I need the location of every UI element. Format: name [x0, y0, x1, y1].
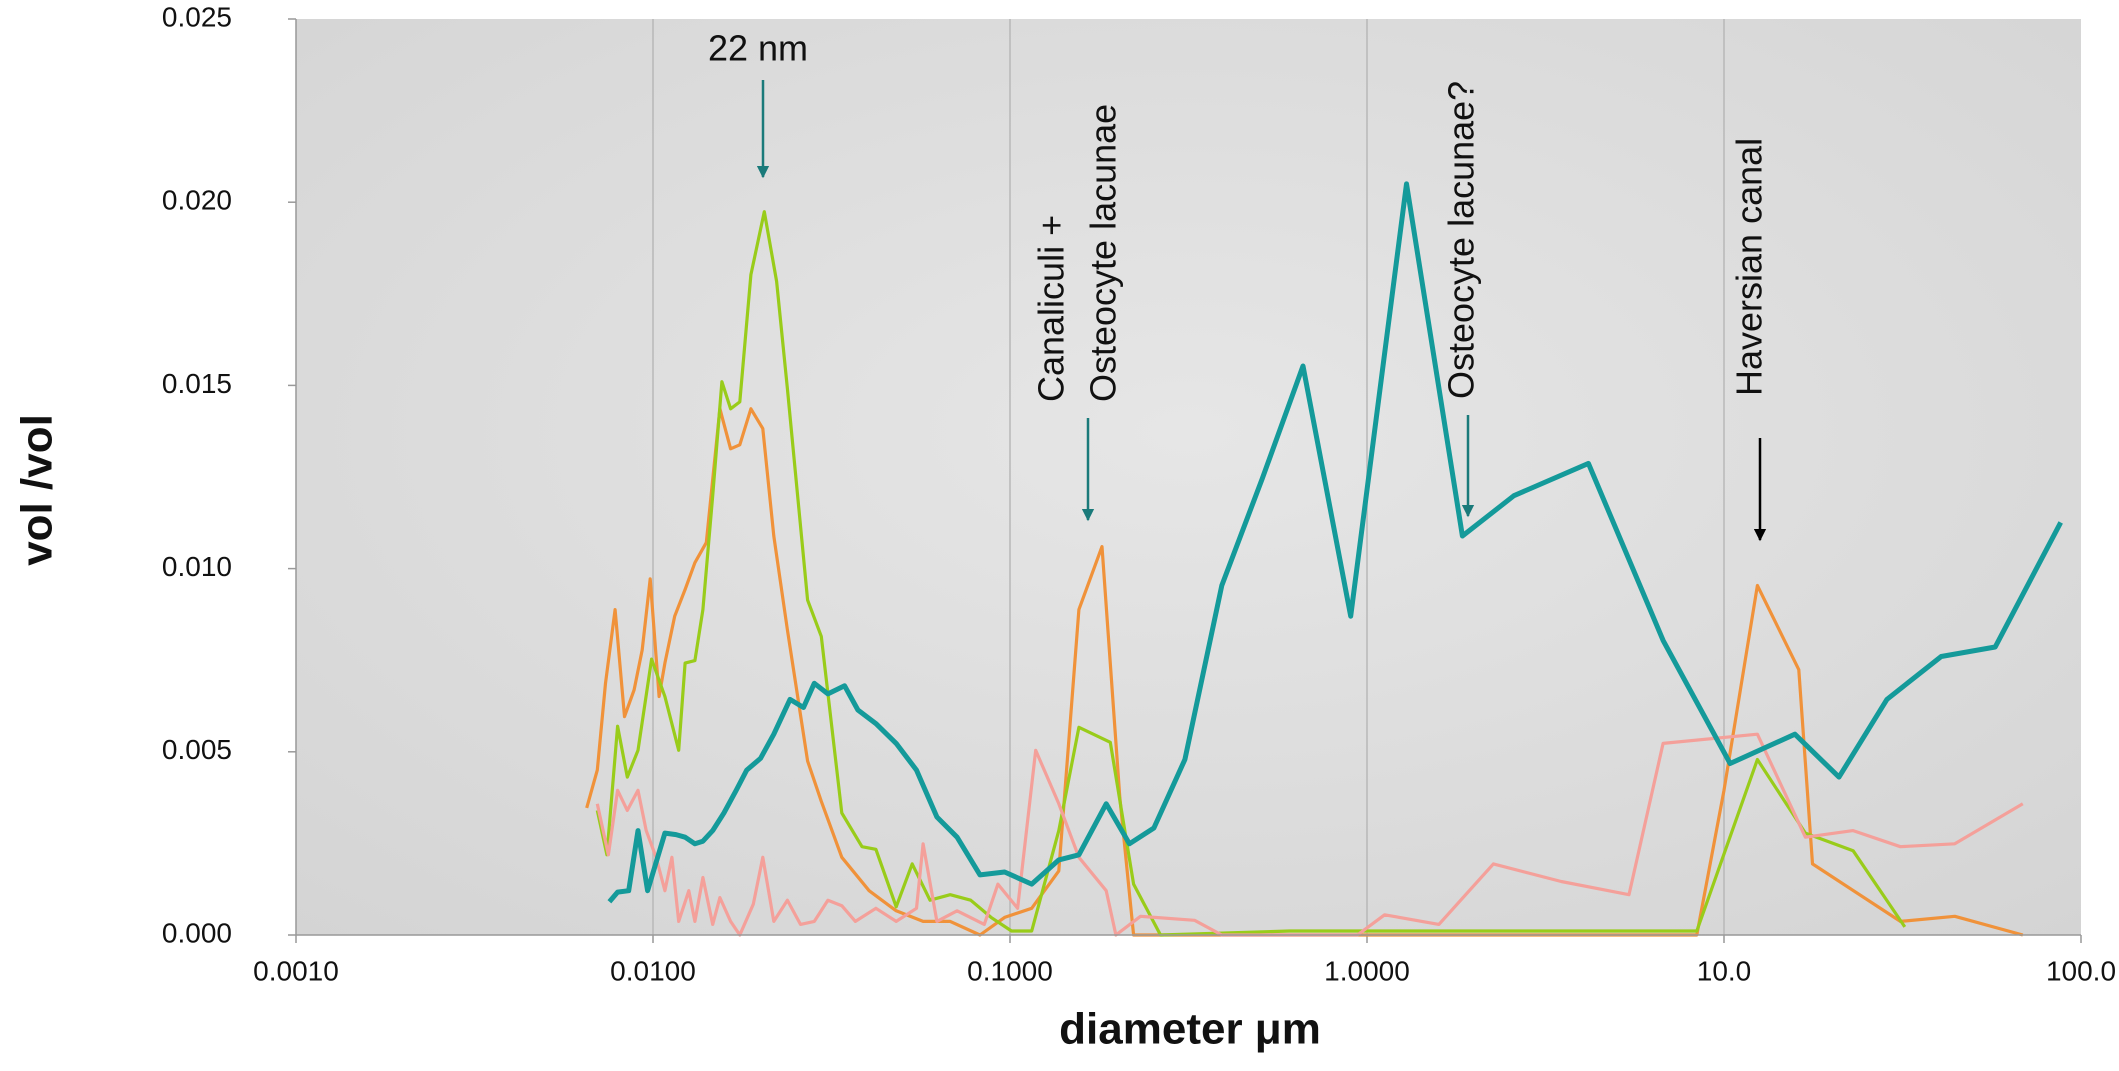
series-line — [595, 210, 1907, 937]
y-axis-title: vol /vol — [13, 414, 62, 566]
x-tick-label: 100.0 — [2046, 955, 2116, 986]
y-tick-label: 0.000 — [162, 917, 232, 948]
plot-background — [296, 19, 2081, 935]
labels: diameter μm vol /vol 22 nm Canaliculi + … — [13, 1, 2116, 1053]
x-tick-label: 0.0010 — [253, 955, 339, 986]
annotation: Osteocyte lacunae — [1083, 104, 1124, 402]
annotation: Osteocyte lacunae? — [1441, 81, 1482, 399]
y-tick-label: 0.010 — [162, 551, 232, 582]
series-line — [607, 181, 2063, 904]
y-tick-label: 0.015 — [162, 368, 232, 399]
y-tick-label: 0.025 — [162, 1, 232, 32]
annotation: 22 nm — [708, 28, 808, 69]
x-tick-label: 1.0000 — [1324, 955, 1410, 986]
y-tick-label: 0.020 — [162, 185, 232, 216]
series-line — [595, 732, 2024, 937]
x-tick-label: 0.0100 — [610, 955, 696, 986]
annotation: Canaliculi + — [1031, 215, 1072, 402]
x-tick-label: 0.1000 — [967, 955, 1053, 986]
x-axis-title: diameter μm — [1059, 1005, 1321, 1054]
y-tick-label: 0.005 — [162, 734, 232, 765]
annotation: Haversian canal — [1729, 138, 1770, 396]
x-tick-label: 10.0 — [1697, 955, 1752, 986]
